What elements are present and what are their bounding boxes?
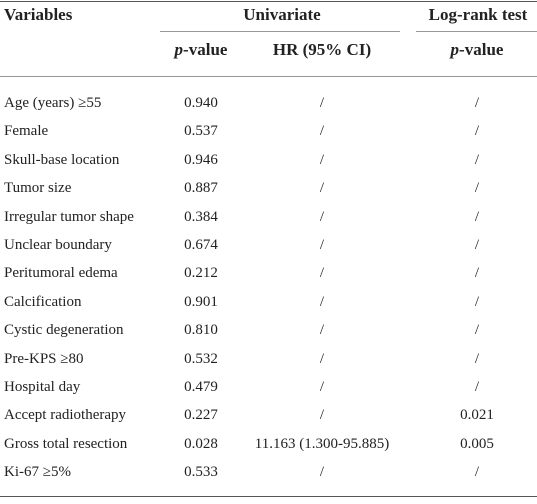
table-cell: 0.946: [184, 151, 218, 168]
table-cell: /: [474, 208, 480, 225]
table-cell: 0.532: [184, 350, 218, 367]
table-cell: /: [474, 265, 480, 282]
header-cell: Variables: [4, 5, 73, 24]
row-label: Irregular tumor shape: [4, 208, 134, 225]
table-cell: 0.005: [460, 435, 494, 452]
header-cell: p-value: [450, 40, 504, 59]
row-label: Peritumoral edema: [4, 265, 118, 282]
table-cell: /: [319, 265, 325, 282]
table-cell: 0.810: [184, 322, 218, 339]
row-label: Ki-67 ≥5%: [4, 464, 71, 481]
row-label: Skull-base location: [4, 151, 120, 168]
table-cell: /: [474, 322, 480, 339]
table-cell: /: [319, 208, 325, 225]
table-cell: /: [474, 123, 480, 140]
table-cell: 0.901: [184, 293, 218, 310]
group-rule: [160, 31, 400, 32]
table-cell: 0.227: [184, 407, 218, 424]
table-cell: 0.537: [184, 123, 218, 140]
header-cell: HR (95% CI): [272, 40, 372, 59]
table-cell: 0.940: [184, 95, 218, 111]
table-cell: /: [474, 350, 480, 367]
header-cell: Log-rank test: [428, 5, 528, 24]
table-cell: /: [474, 180, 480, 197]
table-cell: /: [319, 95, 325, 111]
table-cell: 0.674: [184, 237, 218, 253]
table-cell: /: [474, 151, 480, 168]
bottom-rule: [0, 496, 537, 497]
row-label: Age (years) ≥55: [4, 95, 102, 111]
table-cell: 0.479: [184, 379, 218, 395]
table-cell: /: [474, 237, 480, 253]
row-label: Female: [4, 123, 49, 140]
table-cell: /: [319, 379, 325, 395]
header-rule: [0, 76, 537, 77]
table-cell: /: [319, 237, 325, 253]
row-label: Cystic degeneration: [4, 322, 124, 339]
table-cell: /: [319, 151, 325, 168]
row-label: Pre-KPS ≥80: [4, 350, 84, 367]
table-cell: 0.212: [184, 265, 218, 282]
table-cell: /: [319, 350, 325, 367]
table-cell: 0.028: [184, 435, 218, 452]
row-label: Calcification: [4, 293, 82, 310]
table-cell: /: [319, 180, 325, 197]
table-cell: /: [474, 379, 480, 395]
table-cell: /: [319, 322, 325, 339]
group-rule: [416, 31, 537, 32]
table-cell: /: [319, 123, 325, 140]
table-cell: /: [474, 293, 480, 310]
table-cell: 0.384: [184, 208, 218, 225]
table-cell: /: [474, 95, 480, 111]
top-rule: [0, 1, 537, 2]
row-label: Tumor size: [4, 180, 72, 197]
table-cell: /: [319, 293, 325, 310]
row-label: Gross total resection: [4, 435, 128, 452]
table-cell: /: [319, 407, 325, 424]
table-cell: 0.021: [460, 407, 494, 424]
table-cell: 0.533: [184, 464, 218, 481]
table-cell: 0.887: [184, 180, 218, 197]
table-cell: /: [319, 464, 325, 481]
row-label: Accept radiotherapy: [4, 407, 127, 424]
header-cell: Univariate: [243, 5, 321, 24]
table-cell: 11.163 (1.300-95.885): [254, 435, 390, 452]
header-cell: p-value: [174, 40, 228, 59]
row-label: Unclear boundary: [4, 237, 112, 253]
table-cell: /: [474, 464, 480, 481]
row-label: Hospital day: [4, 379, 81, 395]
